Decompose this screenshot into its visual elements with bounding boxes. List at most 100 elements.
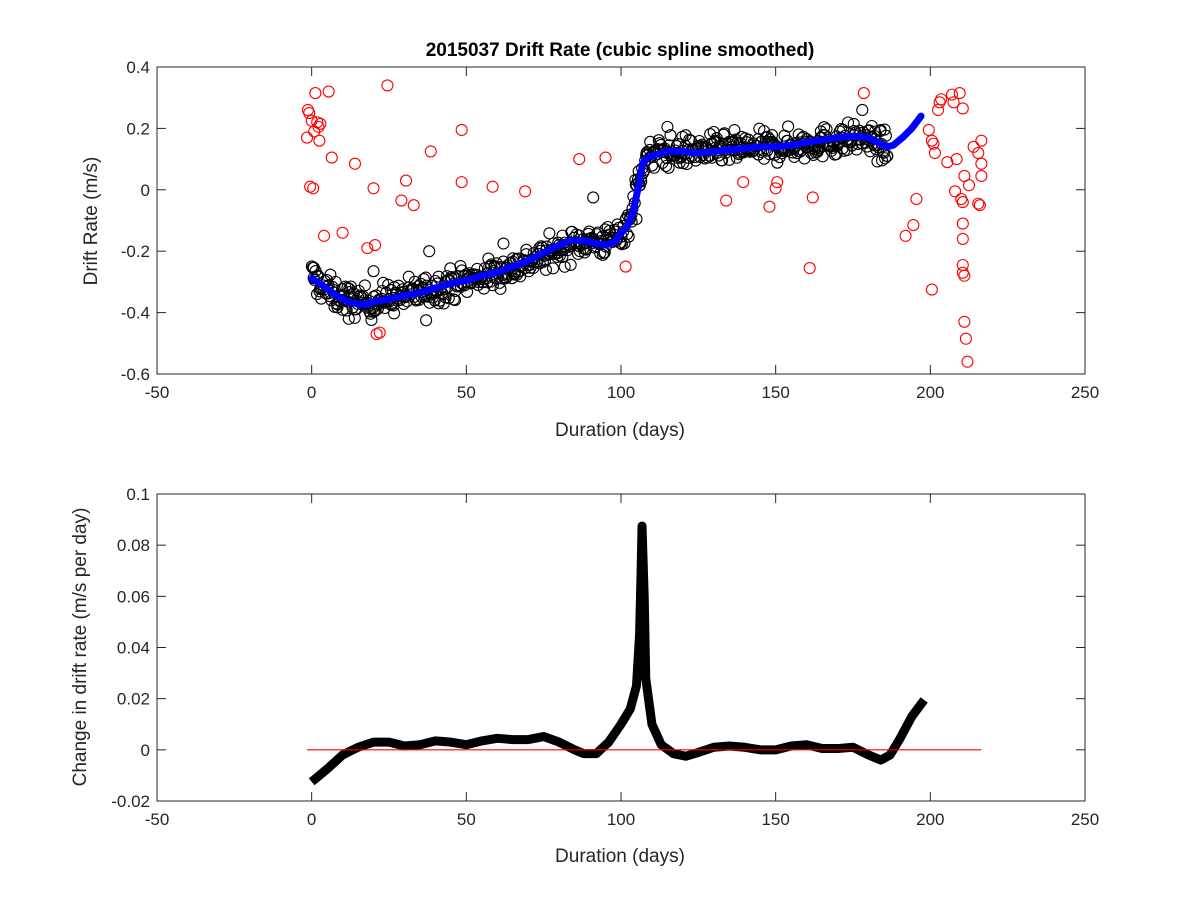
outlier-drift-point <box>928 146 942 160</box>
valid-drift-point <box>818 121 831 134</box>
valid-drift-point <box>587 191 600 204</box>
outlier-drift-point <box>962 179 976 192</box>
outlier-drift-point <box>399 174 413 187</box>
valid-drift-point <box>388 307 401 320</box>
bottom-y-tick-label: 0 <box>141 741 150 760</box>
valid-drift-point <box>420 314 433 327</box>
outlier-drift-point <box>455 123 468 136</box>
valid-drift-point <box>342 312 355 325</box>
outlier-drift-point <box>803 262 816 275</box>
bottom-x-tick-label: 150 <box>761 810 789 829</box>
outlier-drift-point <box>956 196 969 209</box>
valid-drift-point <box>723 153 736 166</box>
outlier-drift-point <box>958 315 971 328</box>
bottom-x-tick-label: 200 <box>916 810 944 829</box>
valid-drift-point <box>329 275 342 288</box>
top-y-tick-label: 0.2 <box>126 119 150 138</box>
outlier-drift-point <box>486 180 499 193</box>
top-x-tick-label: 100 <box>607 383 635 402</box>
outlier-drift-point <box>941 156 954 169</box>
valid-drift-point <box>836 142 849 155</box>
valid-drift-point <box>305 260 318 273</box>
top-x-tick-label: 0 <box>307 383 316 402</box>
outlier-drift-point <box>967 140 980 153</box>
valid-drift-point <box>336 283 349 296</box>
outlier-drift-point <box>959 332 972 345</box>
outlier-drift-point <box>348 157 362 170</box>
bottom-y-axis-label: Change in drift rate (m/s per day) <box>70 508 91 787</box>
valid-drift-point <box>348 311 361 324</box>
bottom-x-axis-label: Duration (days) <box>555 846 685 867</box>
valid-drift-point <box>618 237 631 250</box>
valid-drift-point <box>879 129 892 142</box>
top-y-tick-label: -0.4 <box>121 304 150 323</box>
outlier-drift-point <box>455 176 468 189</box>
outlier-drift-point <box>945 88 959 101</box>
valid-drift-point <box>841 116 855 129</box>
outlier-drift-point <box>771 176 784 189</box>
top-y-axis-label: Drift Rate (m/s) <box>81 157 102 286</box>
valid-drift-point <box>428 294 441 307</box>
top-axes-layer: -50 0 50 100 150 200 250 -0.6 -0.4 -0.2 0 0.2 0.4 <box>121 58 1099 402</box>
bottom-y-tick-label: 0.1 <box>126 485 150 504</box>
top-data-layer <box>300 79 988 368</box>
outlier-drift-point <box>973 199 986 212</box>
valid-drift-point <box>564 258 577 271</box>
valid-drift-point <box>573 245 586 258</box>
outlier-drift-point <box>922 123 935 136</box>
outlier-drift-point <box>308 125 321 138</box>
outlier-drift-point <box>309 87 322 100</box>
outlier-drift-point <box>956 232 969 245</box>
valid-drift-point <box>358 279 371 292</box>
drift-rate-change-line <box>308 521 928 786</box>
top-y-tick-label: 0.4 <box>126 58 150 77</box>
top-y-tick-label: -0.6 <box>121 365 150 384</box>
top-x-tick-label: 50 <box>457 383 476 402</box>
valid-drift-point <box>497 237 510 250</box>
top-x-tick-label: 150 <box>761 383 789 402</box>
outlier-drift-point <box>300 131 314 144</box>
top-x-tick-label: -50 <box>145 383 170 402</box>
outlier-drift-point <box>925 283 938 296</box>
valid-drift-point <box>558 260 571 273</box>
outlier-drift-point <box>958 269 971 282</box>
top-drift-rate-plot: 2015037 Drift Rate (cubic spline smoothe… <box>81 40 1099 441</box>
bottom-x-tick-label: 0 <box>307 810 316 829</box>
outlier-drift-point <box>325 151 338 164</box>
bottom-y-tick-label: 0.02 <box>117 690 150 709</box>
outlier-drift-point <box>961 355 974 368</box>
valid-drift-point <box>659 159 673 173</box>
valid-drift-point <box>878 123 891 136</box>
outlier-drift-point <box>381 79 394 92</box>
valid-drift-point <box>448 294 462 307</box>
outlier-drift-point <box>947 96 960 109</box>
outlier-drift-point <box>950 153 963 166</box>
bottom-x-tick-label: 50 <box>457 810 476 829</box>
top-plot-title: 2015037 Drift Rate (cubic spline smoothe… <box>426 40 815 61</box>
outlier-drift-point <box>953 87 966 100</box>
outlier-drift-point <box>307 182 320 195</box>
outlier-drift-point <box>573 153 586 166</box>
bottom-y-tick-label: 0.04 <box>117 639 150 658</box>
outlier-drift-point <box>369 239 382 252</box>
outlier-drift-point <box>373 326 386 339</box>
bottom-x-tick-label: 100 <box>607 810 635 829</box>
valid-drift-point <box>662 161 675 174</box>
bottom-axes-layer: -50 0 50 100 150 200 250 -0.02 0 0.02 0.04 0.06 0.08… <box>111 485 1099 829</box>
bottom-y-tick-label: 0.06 <box>117 587 150 606</box>
valid-drift-point <box>367 265 380 278</box>
bottom-drift-change-plot: Duration (days) Change in drift rate (m/… <box>70 485 1099 867</box>
outlier-drift-point <box>619 260 632 273</box>
outlier-drift-point <box>313 134 326 147</box>
outlier-drift-point <box>367 182 380 195</box>
valid-drift-point <box>622 230 635 243</box>
top-x-axis-label: Duration (days) <box>555 420 685 441</box>
outlier-drift-point <box>899 229 912 242</box>
outlier-drift-point <box>806 191 819 204</box>
valid-drift-point <box>340 304 353 317</box>
valid-drift-point <box>546 262 560 275</box>
outlier-drift-point <box>975 169 988 183</box>
outlier-drift-point <box>857 87 870 100</box>
outlier-drift-point <box>935 93 948 106</box>
